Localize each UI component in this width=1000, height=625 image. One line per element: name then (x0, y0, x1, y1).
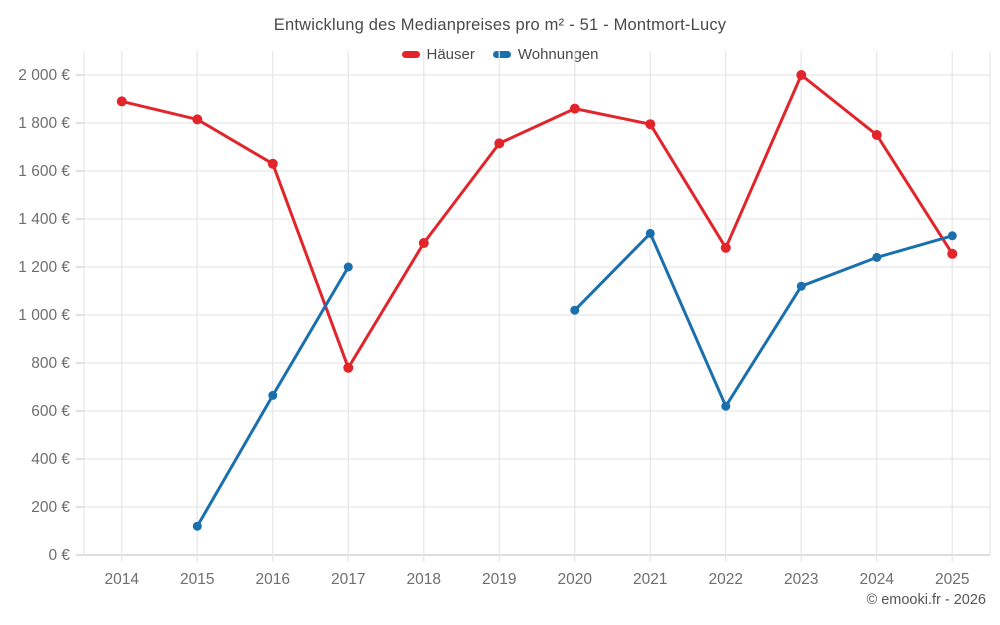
haeuser-point (947, 248, 958, 259)
y-axis-label: 2 000 € (18, 67, 70, 84)
x-axis-label: 2021 (633, 571, 667, 588)
wohnungen-point (796, 281, 806, 291)
wohnungen-point (570, 305, 580, 315)
haeuser-point (267, 158, 278, 169)
haeuser-point (418, 238, 429, 248)
wohnungen-point (268, 390, 278, 400)
legend-item-wohnungen[interactable]: Wohnungen (492, 46, 599, 63)
copyright-text: © emooki.fr - 2026 (866, 592, 986, 608)
y-axis-label: 800 € (31, 355, 70, 372)
y-axis-label: 400 € (31, 451, 70, 468)
haeuser-point (494, 138, 505, 149)
x-axis-label: 2025 (935, 571, 969, 588)
wohnungen-point (645, 228, 655, 238)
y-axis-label: 600 € (31, 403, 70, 420)
y-gridlines: 0 € 200 € 400 € 600 € 800 € 1 000 € 1 200 € 1 4… (18, 67, 990, 564)
x-gridlines: 2014 2015 2016 2017 2018 2019 2020 2021 2022 2023… (83, 51, 991, 588)
legend-label-wohnungen: Wohnungen (517, 46, 599, 63)
wohnungen-point (947, 231, 957, 241)
y-axis-label: 1 200 € (18, 259, 70, 276)
x-axis-label: 2014 (105, 571, 140, 588)
x-axis-label: 2019 (482, 571, 516, 588)
y-axis-label: 0 € (48, 547, 70, 564)
y-axis-label: 200 € (31, 499, 70, 516)
x-axis-label: 2018 (407, 571, 441, 588)
chart-title: Entwicklung des Medianpreises pro m² - 5… (273, 16, 727, 34)
chart-legend: Häuser Wohnungen (0, 46, 1000, 63)
x-axis-label: 2016 (256, 571, 290, 588)
legend-item-haeuser[interactable]: Häuser (401, 46, 475, 63)
haeuser-point (871, 130, 882, 140)
y-axis-label: 1 600 € (18, 163, 70, 180)
x-axis-label: 2024 (860, 571, 895, 588)
wohnungen-point (343, 262, 353, 272)
haeuser-point (116, 96, 127, 107)
wohnungen-point (872, 252, 882, 262)
x-axis-label: 2015 (180, 571, 214, 588)
haeuser-point (569, 103, 580, 114)
haeuser-point (720, 242, 731, 253)
wohnungen-point (721, 401, 731, 411)
x-axis-label: 2017 (331, 571, 365, 588)
haeuser-point (645, 119, 656, 130)
legend-label-haeuser: Häuser (426, 46, 475, 63)
x-axis-label: 2023 (784, 571, 818, 588)
y-axis-label: 1 800 € (18, 115, 70, 132)
haeuser-point (192, 114, 203, 125)
legend-swatch-haeuser (401, 51, 420, 58)
legend-swatch-wohnungen (492, 51, 511, 58)
x-axis-label: 2020 (558, 571, 593, 588)
haeuser-point (343, 362, 354, 373)
wohnungen-series (192, 228, 957, 531)
haeuser-series (116, 70, 958, 373)
haeuser-line (120, 73, 954, 370)
x-axis-label: 2022 (709, 571, 743, 588)
y-axis-label: 1 000 € (18, 307, 70, 324)
haeuser-point (796, 70, 807, 80)
wohnungen-point (192, 521, 202, 531)
y-axis-label: 1 400 € (18, 211, 70, 228)
